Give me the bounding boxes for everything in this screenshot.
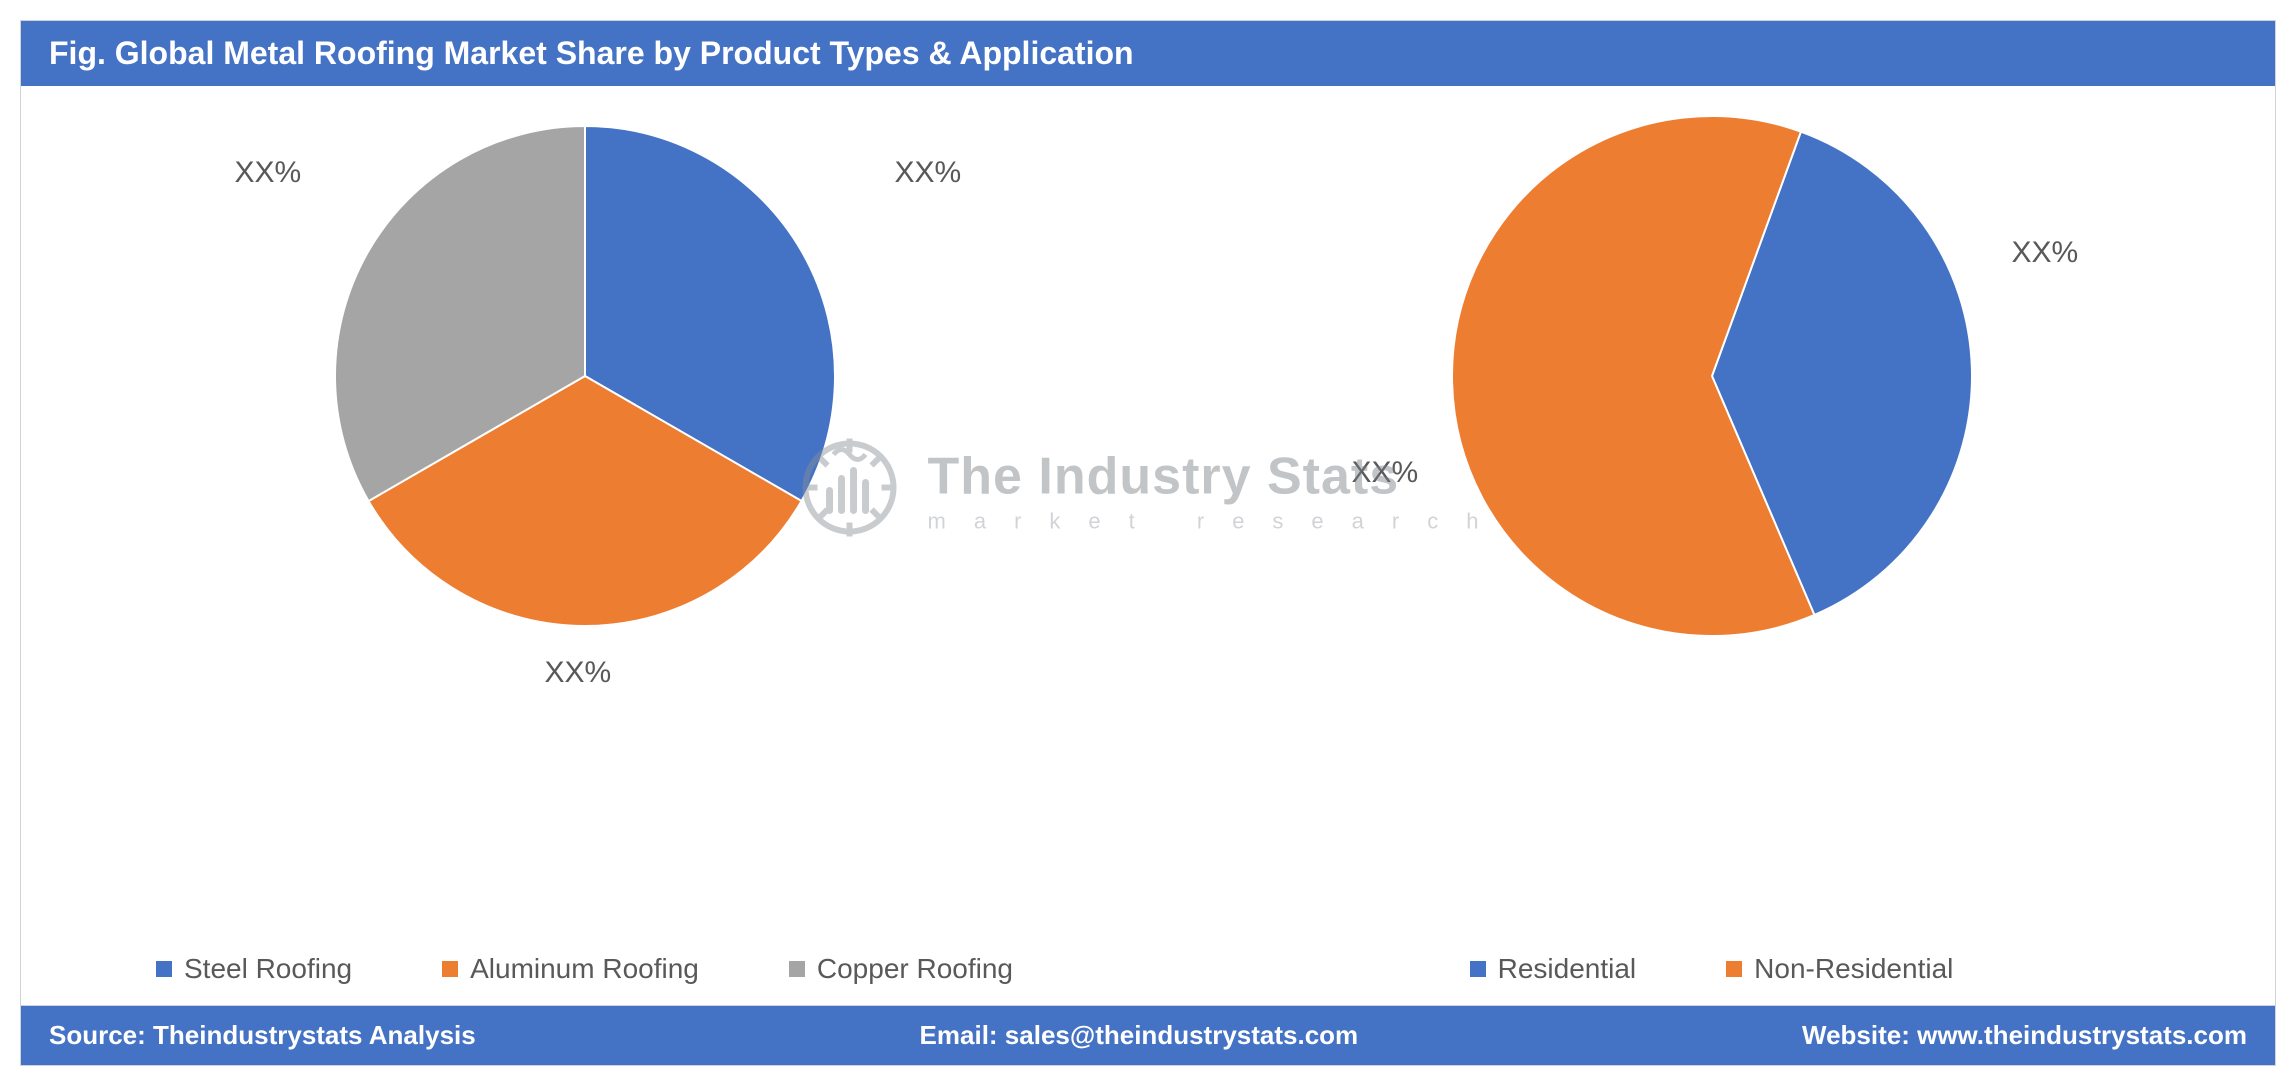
slice-label-steel: XX%: [895, 156, 962, 190]
legend-product-types: Steel Roofing Aluminum Roofing Copper Ro…: [156, 953, 1013, 985]
legend-swatch: [442, 961, 458, 977]
legend-label: Steel Roofing: [184, 953, 352, 985]
figure-title: Fig. Global Metal Roofing Market Share b…: [21, 21, 2275, 86]
legend-label: Residential: [1498, 953, 1637, 985]
legend-application: Residential Non-Residential: [1470, 953, 1954, 985]
legend-label: Aluminum Roofing: [470, 953, 699, 985]
footer-website: Website: www.theindustrystats.com: [1802, 1020, 2247, 1051]
legend-item: Copper Roofing: [789, 953, 1013, 985]
legend-label: Non-Residential: [1754, 953, 1953, 985]
legend-swatch: [1726, 961, 1742, 977]
slice-label-copper: XX%: [235, 156, 302, 190]
slice-label-aluminum: XX%: [545, 656, 612, 690]
legend-item: Aluminum Roofing: [442, 953, 699, 985]
footer-bar: Source: Theindustrystats Analysis Email:…: [21, 1006, 2275, 1065]
legend-item: Steel Roofing: [156, 953, 352, 985]
figure-container: Fig. Global Metal Roofing Market Share b…: [20, 20, 2276, 1066]
footer-email: Email: sales@theindustrystats.com: [920, 1020, 1359, 1051]
legend-swatch: [156, 961, 172, 977]
legend-item: Residential: [1470, 953, 1637, 985]
slice-label-non-residential: XX%: [1352, 456, 1419, 490]
chart-area: XX% XX% XX% Steel Roofing Aluminum Roofi…: [21, 86, 2275, 1006]
legend-swatch: [1470, 961, 1486, 977]
panel-application: XX% XX% Residential Non-Residential: [1148, 86, 2275, 1005]
slice-label-residential: XX%: [2012, 236, 2079, 270]
panel-product-types: XX% XX% XX% Steel Roofing Aluminum Roofi…: [21, 86, 1148, 1005]
pie-chart-product-types: XX% XX% XX%: [325, 116, 845, 636]
legend-label: Copper Roofing: [817, 953, 1013, 985]
pie-chart-application: XX% XX%: [1452, 116, 1972, 636]
footer-source: Source: Theindustrystats Analysis: [49, 1020, 476, 1051]
legend-item: Non-Residential: [1726, 953, 1953, 985]
legend-swatch: [789, 961, 805, 977]
